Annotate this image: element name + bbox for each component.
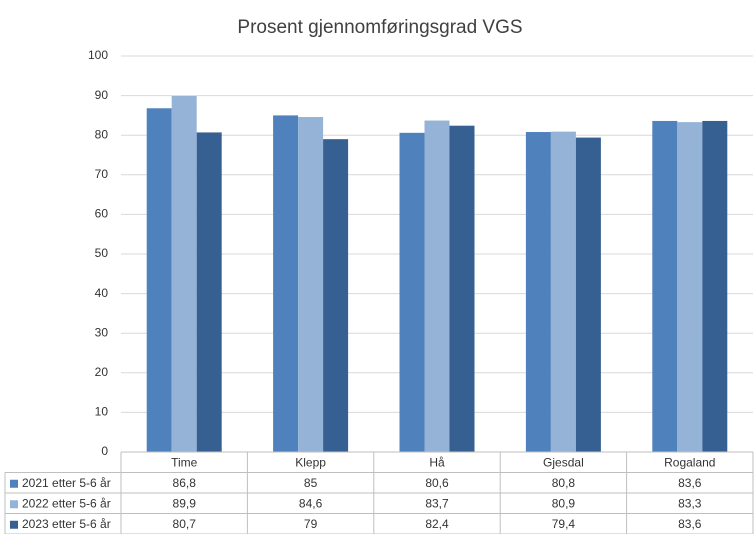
table-cell: 83,6 — [678, 517, 702, 531]
table-cell: 89,9 — [173, 496, 197, 510]
bar — [273, 115, 299, 453]
legend-swatch — [10, 500, 18, 509]
x-tick-label: Gjesdal — [543, 455, 584, 469]
bar — [399, 132, 425, 452]
bar — [171, 95, 197, 452]
table-cell: 79,4 — [552, 517, 576, 531]
x-tick-label: Time — [171, 455, 198, 469]
table-cell: 86,8 — [173, 476, 197, 490]
table-cell: 83,3 — [678, 496, 702, 510]
y-tick-label: 30 — [95, 325, 109, 339]
x-tick-label: Rogaland — [664, 455, 715, 469]
table-cell: 83,6 — [678, 476, 702, 490]
table-cell: 84,6 — [299, 496, 323, 510]
table-cell: 80,8 — [552, 476, 576, 490]
legend-label: 2023 etter 5-6 år — [22, 517, 111, 531]
table-cell: 80,9 — [552, 496, 576, 510]
bar — [702, 120, 728, 452]
y-tick-label: 60 — [95, 207, 109, 221]
table-cell: 82,4 — [425, 517, 449, 531]
legend-swatch — [10, 520, 18, 529]
table-cell: 85 — [304, 476, 318, 490]
y-tick-label: 90 — [95, 88, 109, 102]
bar — [196, 132, 222, 453]
table-cell: 80,6 — [425, 476, 449, 490]
bar — [652, 120, 678, 452]
bar — [424, 120, 450, 452]
y-tick-label: 20 — [95, 365, 109, 379]
bar — [146, 108, 172, 452]
y-tick-label: 10 — [95, 405, 109, 419]
legend-label: 2021 etter 5-6 år — [22, 476, 111, 490]
bar — [298, 116, 324, 452]
y-tick-label: 0 — [101, 444, 108, 458]
table-cell: 80,7 — [173, 517, 197, 531]
legend-swatch — [10, 479, 18, 488]
y-tick-label: 100 — [88, 48, 108, 62]
y-tick-label: 40 — [95, 286, 109, 300]
table-cell: 79 — [304, 517, 318, 531]
bar — [449, 125, 475, 453]
x-tick-label: Hå — [429, 455, 445, 469]
y-tick-label: 70 — [95, 167, 109, 181]
x-tick-label: Klepp — [295, 455, 326, 469]
y-tick-label: 80 — [95, 127, 109, 141]
bar — [323, 139, 349, 452]
bar — [575, 137, 601, 453]
legend-label: 2022 etter 5-6 år — [22, 496, 111, 510]
bar — [550, 131, 576, 453]
bar — [677, 122, 703, 452]
table-cell: 83,7 — [425, 496, 449, 510]
bar — [525, 132, 551, 453]
y-tick-label: 50 — [95, 246, 109, 260]
chart-title: Prosent gjennomføringsgrad VGS — [237, 17, 522, 38]
